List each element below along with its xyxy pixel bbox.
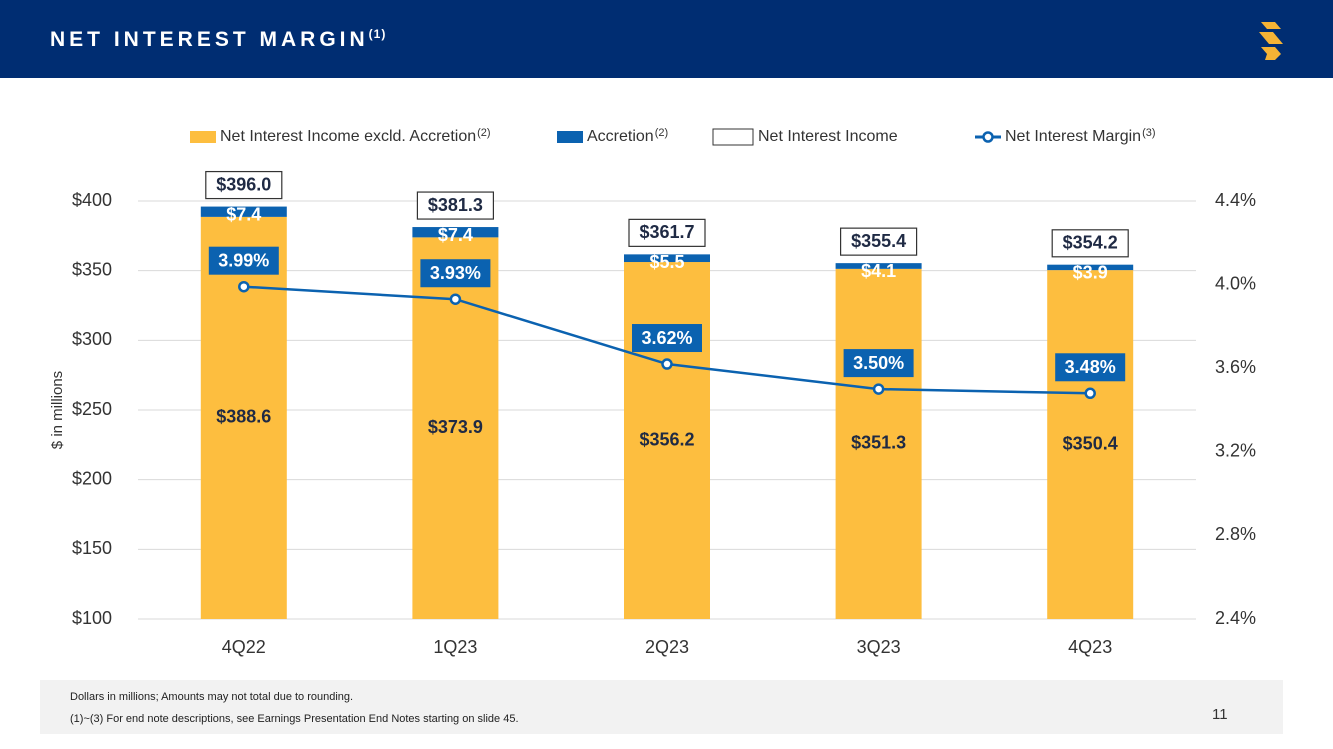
legend-marker xyxy=(982,131,994,143)
total-label: $396.0 xyxy=(216,174,271,194)
bar xyxy=(835,268,922,619)
bar-value-label: $350.4 xyxy=(1063,433,1118,453)
line-label-box xyxy=(420,259,491,288)
footer-note: Dollars in millions; Amounts may not tot… xyxy=(70,691,354,703)
total-label-box xyxy=(416,191,494,220)
bar xyxy=(624,262,710,619)
line-label-box xyxy=(632,324,702,353)
line-marker xyxy=(449,293,462,305)
x-tick-label: 1Q23 xyxy=(433,637,477,657)
line-label-box xyxy=(208,246,279,275)
y2-tick-label: 2.8% xyxy=(1215,524,1256,544)
line-value-label: 3.99% xyxy=(218,250,269,270)
y-axis-label: $ in millions xyxy=(49,371,66,449)
legend-swatch xyxy=(712,128,754,146)
line-marker xyxy=(661,358,673,370)
bar xyxy=(1047,270,1134,619)
line-label-box xyxy=(1055,353,1126,382)
bar-value-label: $7.4 xyxy=(226,204,261,224)
legend-label: Accretion xyxy=(587,128,654,145)
x-tick-label: 2Q23 xyxy=(645,637,689,657)
header: NET INTEREST MARGIN(1) xyxy=(0,0,1333,78)
bar-value-label: $351.3 xyxy=(851,433,906,453)
bar-value-label: $3.9 xyxy=(1073,262,1108,282)
chart: $100 $150 $200 $250 $300 $350 $400 2.4% 2.8% 3.2%… xyxy=(49,127,1256,657)
line-marker xyxy=(872,383,885,395)
page-number: 11 xyxy=(1212,706,1228,723)
bar-value-label: $7.4 xyxy=(438,225,473,245)
title-text: NET INTEREST MARGIN xyxy=(50,28,369,51)
legend-label: Net Interest Income excld. Accretion xyxy=(220,128,476,145)
legend-note: (2) xyxy=(655,127,668,139)
legend-note: (3) xyxy=(1142,127,1155,139)
total-label-box xyxy=(839,227,918,256)
y-tick-label: $400 xyxy=(72,190,112,210)
y2-tick-label: 2.4% xyxy=(1215,608,1256,628)
legend-swatch xyxy=(190,131,216,143)
footer-note: (1)~(3) For end note descriptions, see E… xyxy=(70,713,519,725)
y2-tick-label: 3.6% xyxy=(1215,357,1256,377)
line-value-label: 3.50% xyxy=(853,353,904,373)
bar xyxy=(200,206,287,217)
y-tick-label: $250 xyxy=(72,399,112,419)
legend-label: Net Interest Income xyxy=(758,128,898,145)
bar-value-label: $356.2 xyxy=(639,429,694,449)
bar xyxy=(835,263,922,269)
line-value-label: 3.93% xyxy=(430,263,481,283)
legend-note: (2) xyxy=(477,127,490,139)
line-value-label: 3.48% xyxy=(1065,357,1116,377)
y-tick-label: $150 xyxy=(72,538,112,558)
y-tick-label: $200 xyxy=(72,468,112,488)
y2-tick-label: 4.0% xyxy=(1215,273,1256,293)
line-marker xyxy=(238,280,250,293)
total-label-box xyxy=(205,170,283,200)
y-tick-label: $350 xyxy=(72,259,112,279)
bar-value-label: $5.5 xyxy=(649,252,684,272)
bar xyxy=(1047,264,1134,271)
logo xyxy=(1259,22,1283,60)
line-label-box xyxy=(843,349,914,378)
x-tick-label: 4Q23 xyxy=(1068,637,1112,657)
total-label: $361.7 xyxy=(639,222,694,242)
total-label-box xyxy=(1051,229,1129,258)
title-note: (1) xyxy=(368,27,387,41)
legend-swatch xyxy=(557,131,583,143)
x-tick-label: 4Q22 xyxy=(222,637,266,657)
y2-tick-label: 4.4% xyxy=(1215,190,1256,210)
total-label: $354.2 xyxy=(1063,233,1118,253)
y-tick-label: $100 xyxy=(72,608,112,628)
line-value-label: 3.62% xyxy=(641,328,692,348)
title: NET INTEREST MARGIN(1) xyxy=(50,27,386,52)
bar-value-label: $4.1 xyxy=(861,261,896,281)
bar-value-label: $388.6 xyxy=(216,407,271,427)
footer: Dollars in millions; Amounts may not tot… xyxy=(40,680,1283,734)
y2-tick-label: 3.2% xyxy=(1215,441,1256,461)
bar-value-label: $373.9 xyxy=(428,417,483,437)
y-tick-label: $300 xyxy=(72,329,112,349)
x-tick-label: 3Q23 xyxy=(857,637,901,657)
total-label: $355.4 xyxy=(851,231,906,251)
total-label-box xyxy=(628,218,706,247)
legend-label: Net Interest Margin xyxy=(1005,128,1141,145)
bar xyxy=(624,254,710,263)
total-label: $381.3 xyxy=(428,195,483,215)
line-marker xyxy=(1084,387,1096,400)
bar xyxy=(412,227,499,238)
